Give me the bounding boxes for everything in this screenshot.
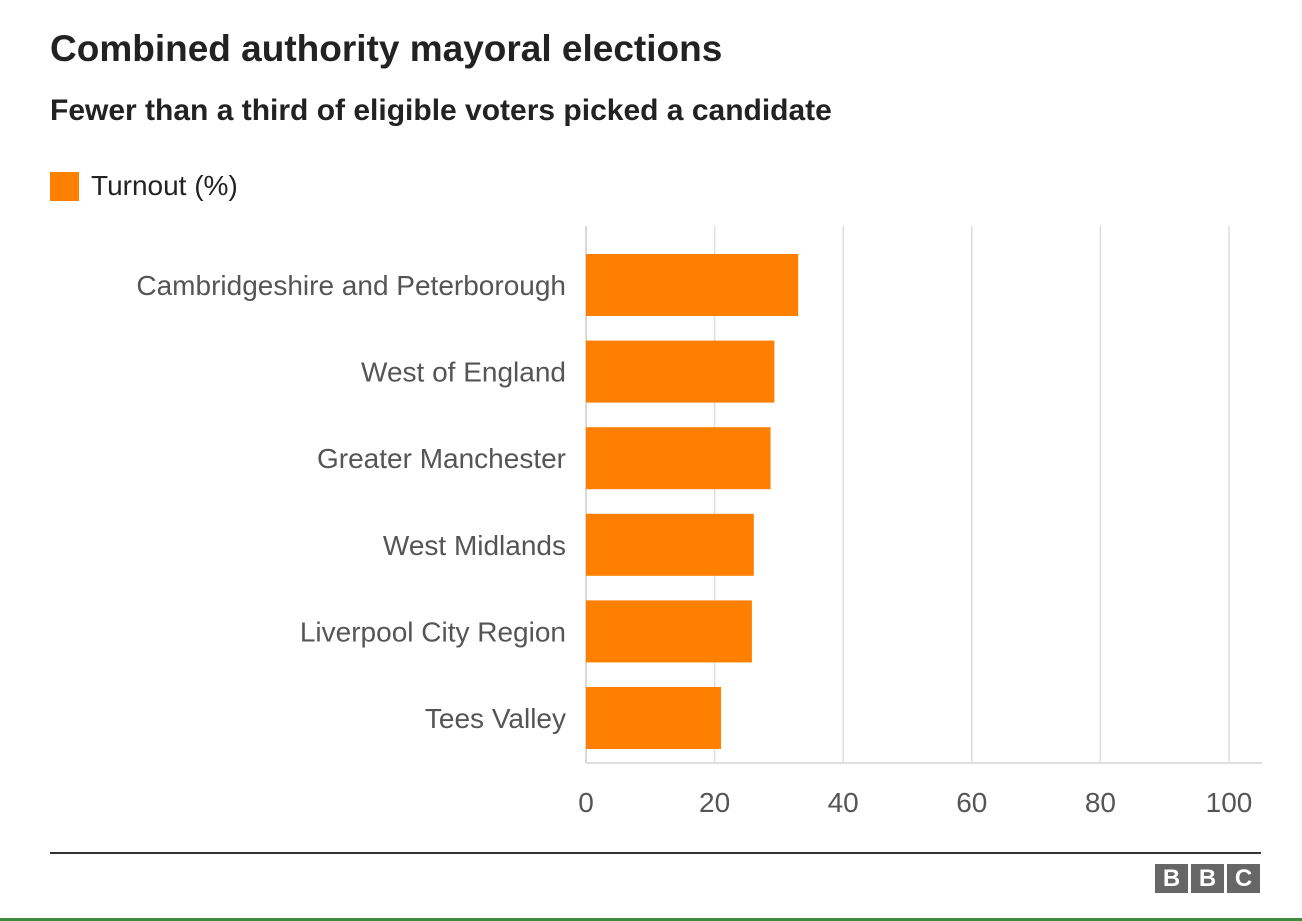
legend-swatch bbox=[50, 171, 79, 201]
bbc-logo-letter: B bbox=[1155, 864, 1188, 893]
chart-subtitle: Fewer than a third of eligible voters pi… bbox=[50, 94, 832, 127]
footer-divider bbox=[50, 852, 1261, 854]
x-tick-label: 100 bbox=[1206, 787, 1253, 818]
category-label: Greater Manchester bbox=[317, 443, 566, 474]
bbc-logo-letter: C bbox=[1227, 864, 1260, 893]
chart-title: Combined authority mayoral elections bbox=[50, 28, 723, 69]
x-tick-label: 0 bbox=[578, 787, 594, 818]
bar bbox=[586, 254, 799, 316]
category-label: West of England bbox=[361, 357, 566, 388]
x-tick-label: 40 bbox=[828, 787, 859, 818]
x-tick-label: 20 bbox=[699, 787, 730, 818]
page-bottom-border bbox=[0, 918, 1302, 921]
turnout-bar-chart: 0 20 40 60 80 100 Cambridgeshire and Peterboro… bbox=[136, 226, 1262, 818]
legend: Turnout (%) bbox=[50, 168, 238, 204]
bar bbox=[586, 340, 775, 403]
category-label: Tees Valley bbox=[425, 703, 566, 734]
x-tick-label: 80 bbox=[1085, 787, 1116, 818]
bar bbox=[586, 687, 722, 749]
category-label: Cambridgeshire and Peterborough bbox=[136, 270, 566, 301]
legend-label: Turnout (%) bbox=[91, 170, 238, 201]
bar bbox=[586, 513, 754, 576]
bbc-logo: B B C bbox=[1155, 864, 1260, 893]
category-label: West Midlands bbox=[383, 530, 566, 561]
bar bbox=[586, 600, 752, 663]
x-tick-label: 60 bbox=[956, 787, 987, 818]
bar bbox=[586, 427, 771, 490]
category-label: Liverpool City Region bbox=[300, 616, 566, 647]
bbc-logo-letter: B bbox=[1191, 864, 1224, 893]
